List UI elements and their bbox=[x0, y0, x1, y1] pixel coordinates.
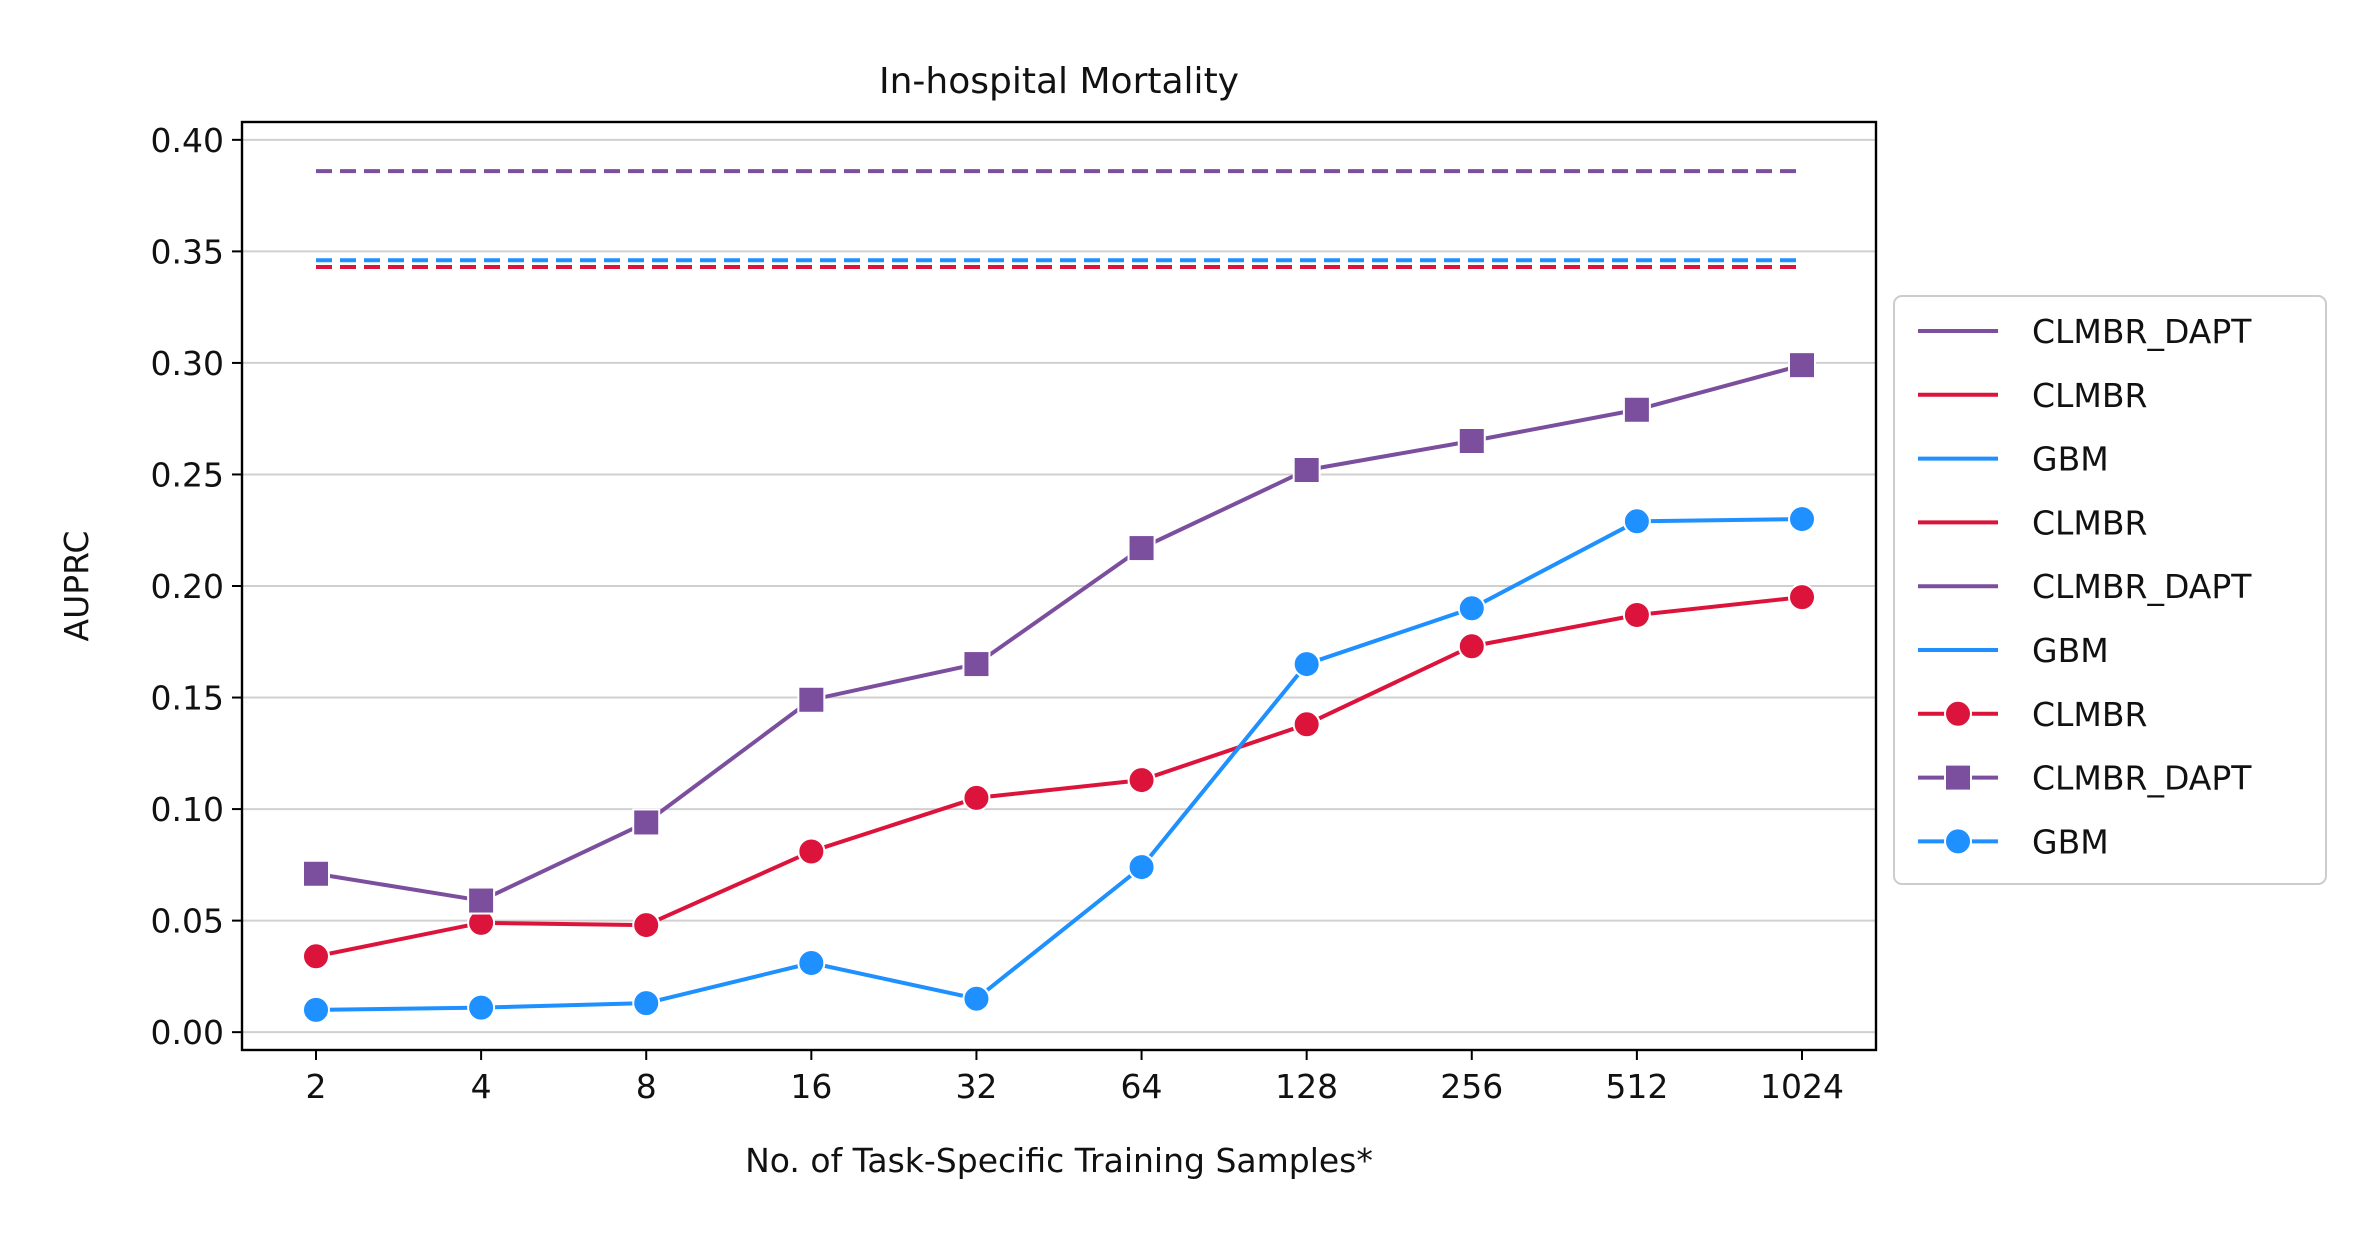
x-tick-label: 128 bbox=[1275, 1067, 1338, 1106]
data-point-gbm bbox=[1788, 505, 1816, 534]
y-axis-label: AUPRC bbox=[57, 531, 96, 642]
legend: CLMBR_DAPT CLMBR GBM CLMBR CLMBR_DAPT GBM CLMB… bbox=[1893, 295, 2327, 885]
legend-label: CLMBR_DAPT bbox=[2032, 759, 2252, 798]
y-tick-label: 0.25 bbox=[151, 455, 224, 494]
legend-marker bbox=[1944, 763, 1972, 792]
data-point-clmbr-dapt bbox=[1127, 534, 1156, 563]
x-tick-label: 4 bbox=[471, 1067, 492, 1106]
series-line-gbm bbox=[315, 517, 1803, 1012]
legend-marker bbox=[1944, 699, 1972, 728]
data-point-clmbr-dapt bbox=[962, 650, 991, 679]
x-tick-label: 2 bbox=[306, 1067, 327, 1106]
data-point-clmbr-dapt bbox=[1788, 351, 1816, 380]
data-point-gbm bbox=[797, 949, 826, 977]
data-point-clmbr bbox=[302, 942, 330, 971]
data-point-gbm bbox=[302, 995, 330, 1024]
y-tick-label: 0.05 bbox=[151, 902, 224, 941]
legend-label: CLMBR bbox=[2032, 695, 2147, 734]
legend-label: GBM bbox=[2032, 631, 2109, 670]
data-point-gbm bbox=[467, 993, 496, 1022]
legend-label: CLMBR_DAPT bbox=[2032, 312, 2252, 351]
x-tick-label: 16 bbox=[790, 1067, 832, 1106]
y-tick-label: 0.10 bbox=[151, 790, 224, 829]
data-point-clmbr-dapt bbox=[1457, 427, 1486, 455]
legend-label: GBM bbox=[2032, 822, 2109, 861]
data-point-clmbr-dapt bbox=[467, 886, 496, 915]
x-tick-label: 64 bbox=[1121, 1067, 1163, 1106]
data-point-gbm bbox=[1127, 853, 1156, 882]
legend-label: CLMBR_DAPT bbox=[2032, 567, 2252, 606]
x-axis-label: No. of Task-Specific Training Samples* bbox=[745, 1141, 1373, 1180]
data-point-clmbr bbox=[1788, 583, 1816, 612]
data-point-clmbr bbox=[1622, 601, 1651, 629]
data-point-clmbr bbox=[962, 783, 991, 812]
data-point-gbm bbox=[1292, 650, 1321, 679]
data-point-clmbr bbox=[1127, 766, 1156, 795]
x-tick-label: 1024 bbox=[1760, 1067, 1844, 1106]
data-point-gbm bbox=[1457, 594, 1486, 623]
x-tick-label: 8 bbox=[636, 1067, 657, 1106]
y-tick-label: 0.00 bbox=[151, 1013, 224, 1052]
y-axis: 0.00 0.05 0.10 0.15 0.20 0.25 0.30 0.35 0.40 bbox=[151, 121, 242, 1052]
data-point-clmbr-dapt bbox=[1292, 456, 1321, 484]
series-layer bbox=[302, 351, 1816, 1024]
data-point-gbm bbox=[1622, 507, 1651, 536]
x-tick-label: 256 bbox=[1440, 1067, 1503, 1106]
data-point-clmbr-dapt bbox=[632, 808, 661, 837]
data-point-clmbr bbox=[1292, 710, 1321, 739]
legend-marker bbox=[1944, 827, 1972, 856]
y-tick-label: 0.20 bbox=[151, 567, 224, 606]
data-point-clmbr bbox=[1457, 632, 1486, 661]
series-line-clmbr-dapt bbox=[315, 363, 1803, 903]
x-tick-label: 512 bbox=[1605, 1067, 1668, 1106]
x-tick-label: 32 bbox=[955, 1067, 997, 1106]
data-point-clmbr-dapt bbox=[302, 859, 330, 888]
chart-title: In-hospital Mortality bbox=[879, 61, 1239, 102]
grid-layer bbox=[242, 138, 1876, 1034]
data-point-clmbr bbox=[632, 911, 661, 940]
data-point-clmbr-dapt bbox=[1622, 395, 1651, 424]
data-point-gbm bbox=[632, 989, 661, 1018]
baseline-layer bbox=[316, 169, 1802, 269]
legend-label: CLMBR bbox=[2032, 503, 2147, 542]
data-point-gbm bbox=[962, 984, 991, 1013]
y-tick-label: 0.35 bbox=[151, 232, 224, 271]
legend-box bbox=[1893, 295, 2327, 885]
legend-label: GBM bbox=[2032, 440, 2109, 479]
data-point-clmbr bbox=[797, 837, 826, 866]
y-tick-label: 0.40 bbox=[151, 121, 224, 160]
x-axis: 2 4 8 16 32 64 128 256 512 1024 bbox=[306, 1050, 1844, 1106]
y-tick-label: 0.15 bbox=[151, 679, 224, 718]
data-point-clmbr-dapt bbox=[797, 685, 826, 714]
series-line-clmbr bbox=[315, 595, 1803, 959]
y-tick-label: 0.30 bbox=[151, 344, 224, 383]
legend-label: CLMBR bbox=[2032, 376, 2147, 415]
